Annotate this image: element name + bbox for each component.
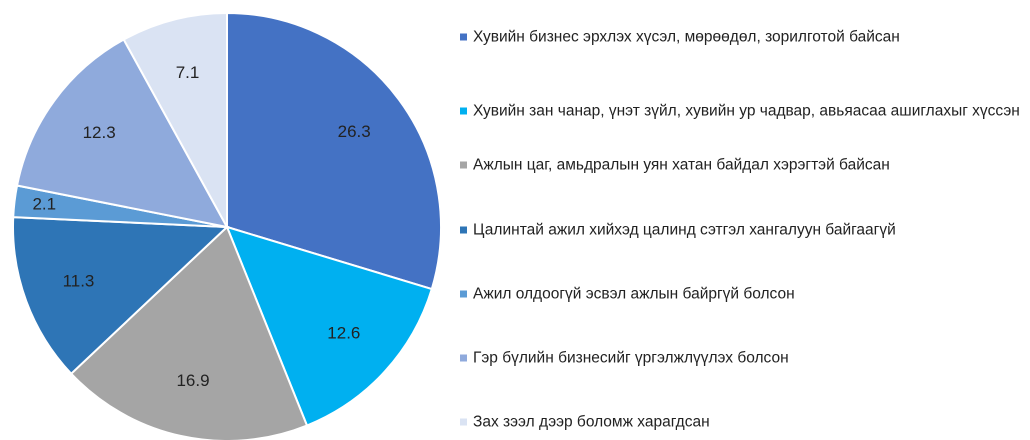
pie-slice	[122, 11, 228, 228]
legend-swatch	[460, 354, 467, 362]
data-label: 2.1	[32, 194, 56, 213]
pie-slice	[69, 225, 309, 440]
data-label: 11.3	[63, 271, 95, 290]
legend-swatch	[460, 161, 467, 169]
legend-swatch	[460, 33, 467, 41]
legend-item: Зах зээл дээр боломж харагдсан	[460, 413, 1025, 432]
legend-item: Цалинтай ажил хийхэд цалинд сэтгэл ханга…	[460, 220, 1025, 239]
legend-swatch	[460, 107, 467, 115]
pie-slice	[225, 225, 434, 427]
legend-item: Ажлын цаг, амьдралын уян хатан байдал хэ…	[460, 156, 1025, 175]
legend-label: Хувийн зан чанар, үнэт зүйл, хувийн ур ч…	[473, 102, 1020, 120]
pie-slice	[15, 38, 229, 229]
legend-swatch	[460, 226, 467, 233]
pie-slice	[12, 216, 230, 376]
legend-label: Гэр бүлийн бизнесийг үргэлжлүүлэх болсон	[473, 349, 789, 367]
data-label: 7.1	[176, 63, 200, 82]
data-label: 12.6	[327, 323, 360, 342]
legend-label: Зах зээл дээр боломж харагдсан	[473, 413, 710, 431]
legend-item: Ажил олдоогүй эсвэл ажлын байргүй болсон	[460, 284, 1025, 303]
legend-item: Хувийн зан чанар, үнэт зүйл, хувийн ур ч…	[460, 102, 1025, 121]
legend-label: Хувийн бизнес эрхлэх хүсэл, мөрөөдөл, зо…	[473, 28, 900, 46]
pie-chart: 26.3 12.6 16.9 11.3 2.1 12.3 7.1	[12, 11, 442, 440]
data-label: 26.3	[338, 122, 371, 141]
legend-item: Гэр бүлийн бизнесийг үргэлжлүүлэх болсон	[460, 348, 1025, 367]
legend-label: Ажил олдоогүй эсвэл ажлын байргүй болсон	[473, 285, 795, 303]
legend-label: Цалинтай ажил хийхэд цалинд сэтгэл ханга…	[473, 221, 896, 238]
legend-label: Ажлын цаг, амьдралын уян хатан байдал хэ…	[473, 156, 890, 174]
pie-slice	[226, 11, 442, 291]
legend: Хувийн бизнес эрхлэх хүсэл, мөрөөдөл, зо…	[460, 0, 1030, 440]
data-label: 16.9	[176, 371, 209, 390]
legend-swatch	[460, 418, 467, 426]
legend-item: Хувийн бизнес эрхлэх хүсэл, мөрөөдөл, зо…	[460, 28, 1025, 47]
data-label: 12.3	[83, 123, 116, 142]
legend-swatch	[460, 290, 467, 298]
